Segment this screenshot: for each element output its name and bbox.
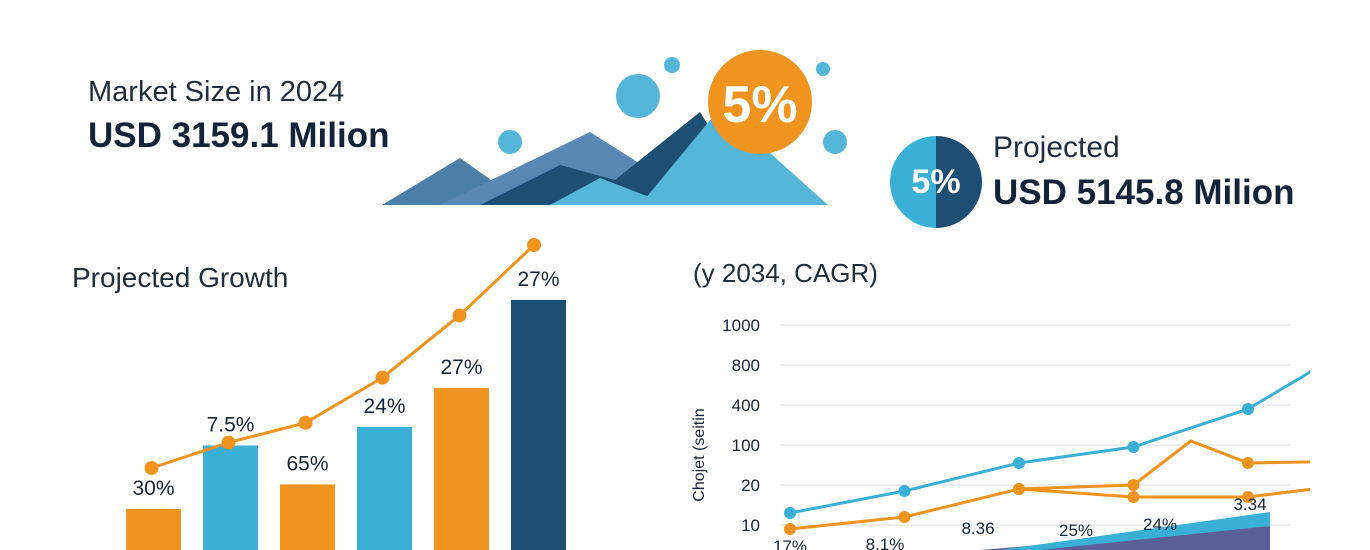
bar-label-5: 27% <box>440 356 482 379</box>
bar-label-6: 27% <box>517 268 559 291</box>
series-3-point-3 <box>1242 491 1254 503</box>
series-2-point-6 <box>1242 457 1254 469</box>
bar-1 <box>126 509 181 550</box>
bar-4 <box>357 427 412 550</box>
y-tick-4: 100 <box>732 436 760 455</box>
series-2-point-4 <box>1127 479 1140 491</box>
bar-label-1: 30% <box>132 477 174 500</box>
annotation-5: 24% <box>1143 515 1177 534</box>
projected-value: USD 5145.8 Milion <box>993 173 1295 212</box>
series-line-1 <box>789 370 1310 515</box>
series-2-point-2 <box>898 511 911 523</box>
bubble-medium <box>498 130 522 154</box>
annotation-4: 25% <box>1059 521 1093 540</box>
y-tick-1: 1000 <box>722 316 760 335</box>
annotation-1: 17% <box>773 537 807 550</box>
y-tick-5: 20 <box>741 476 760 495</box>
y-tick-3: 400 <box>732 396 760 415</box>
trend-point-3 <box>298 415 313 430</box>
badge-large-text: 5% <box>722 76 797 134</box>
series-line-3 <box>1018 487 1310 499</box>
badge-small-text: 5% <box>911 163 960 201</box>
trend-point-6 <box>527 238 541 252</box>
bubble-right <box>823 130 847 154</box>
y-tick-2: 800 <box>732 356 760 375</box>
bar-5 <box>434 388 489 550</box>
trend-point-2 <box>221 435 236 450</box>
trend-point-5 <box>452 308 467 323</box>
badge-large-circle <box>708 50 812 154</box>
badge-small-left <box>890 136 936 228</box>
bar-label-2: 7.5% <box>207 413 255 436</box>
mountain-small <box>550 178 670 205</box>
mountain-illustration: 5% <box>382 50 847 205</box>
line-chart-title: (y 2034, CAGR) <box>693 258 878 288</box>
badge-small-right <box>936 136 982 228</box>
annotation-6: 3.34 <box>1233 495 1266 514</box>
y-axis-label: Chojet (seitin <box>691 408 708 501</box>
series-1-point-1 <box>784 507 796 519</box>
series-2-point-1 <box>784 523 796 535</box>
y-tick-6: 10 <box>741 516 760 535</box>
bar-6 <box>511 299 566 550</box>
bubble-tiny <box>816 62 830 76</box>
series-1-point-5 <box>1242 403 1254 415</box>
series-1-point-2 <box>898 485 911 497</box>
annotation-2: 8.1% <box>866 535 905 550</box>
trend-point-4 <box>375 370 390 385</box>
projected-label: Projected <box>993 131 1120 164</box>
market-size-label: Market Size in 2024 <box>88 76 345 108</box>
bar-label-4: 24% <box>363 395 405 418</box>
bar-label-3: 65% <box>286 452 328 475</box>
area-blue <box>1000 512 1270 550</box>
trend-point-1 <box>144 461 159 475</box>
bar-2 <box>203 445 258 550</box>
series-3-point-1 <box>1013 483 1025 495</box>
mountain-front <box>640 108 828 205</box>
trend-line <box>151 243 536 470</box>
growth-chart-title: Projected Growth <box>72 262 289 293</box>
growth-bar-chart: 30% 7.5% 65% 24% 27% 27% <box>126 238 566 550</box>
series-3-point-2 <box>1127 491 1140 503</box>
projected-badge: 5% <box>890 136 982 228</box>
series-1-point-4 <box>1127 441 1140 453</box>
market-size-value: USD 3159.1 Milion <box>88 116 390 155</box>
cagr-line-chart: 1000 800 400 100 20 10 Chojet (seitin 17% 8.1% 8.… <box>691 316 1310 550</box>
bubble-small <box>664 57 680 73</box>
series-1-point-3 <box>1013 457 1025 469</box>
annotation-3: 8.36 <box>961 519 994 538</box>
bar-3 <box>280 484 335 550</box>
bubble-large <box>616 74 660 118</box>
